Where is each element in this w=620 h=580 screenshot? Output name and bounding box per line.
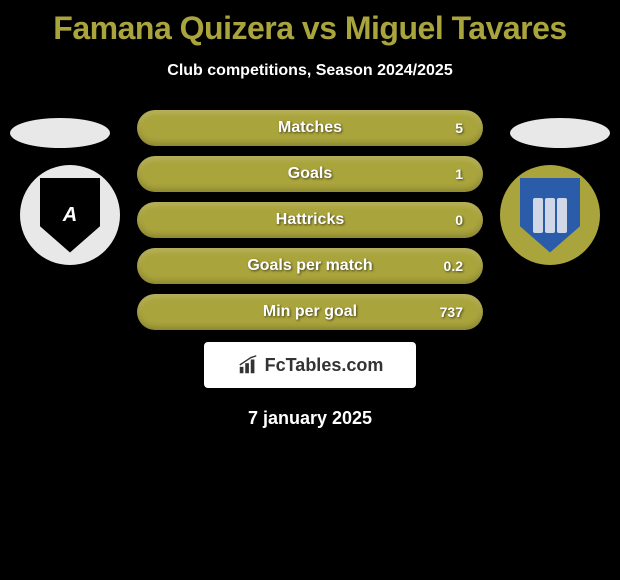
stat-label: Hattricks — [276, 211, 344, 229]
stat-value-right: 0.2 — [444, 258, 483, 274]
club-initials-left: A — [63, 204, 77, 227]
stats-container: Matches 5 Goals 1 Hattricks 0 Goals per … — [137, 110, 483, 330]
club-logo-left: A — [20, 165, 120, 265]
stat-value-right: 5 — [455, 120, 483, 136]
stat-label: Min per goal — [263, 303, 357, 321]
stat-value-right: 737 — [440, 304, 483, 320]
content-area: A Matches 5 Goals 1 Hattricks 0 — [0, 110, 620, 429]
stat-row-min-per-goal: Min per goal 737 — [137, 294, 483, 330]
shield-icon: A — [40, 178, 100, 253]
column-icon — [533, 198, 543, 233]
shield-icon — [520, 178, 580, 253]
stat-value-right: 1 — [455, 166, 483, 182]
column-icon — [557, 198, 567, 233]
column-icon — [545, 198, 555, 233]
chart-icon — [237, 354, 259, 376]
date-label: 7 january 2025 — [0, 408, 620, 429]
stat-row-goals-per-match: Goals per match 0.2 — [137, 248, 483, 284]
site-logo-text: FcTables.com — [265, 355, 384, 376]
stat-value-right: 0 — [455, 212, 483, 228]
stat-row-matches: Matches 5 — [137, 110, 483, 146]
stat-label: Goals — [288, 165, 332, 183]
stat-label: Goals per match — [247, 257, 372, 275]
site-logo: FcTables.com — [204, 342, 416, 388]
stat-row-hattricks: Hattricks 0 — [137, 202, 483, 238]
stat-label: Matches — [278, 119, 342, 137]
club-logo-right — [500, 165, 600, 265]
stat-row-goals: Goals 1 — [137, 156, 483, 192]
subtitle: Club competitions, Season 2024/2025 — [0, 62, 620, 80]
player-placeholder-left — [10, 118, 110, 148]
page-title: Famana Quizera vs Miguel Tavares — [0, 0, 620, 47]
player-placeholder-right — [510, 118, 610, 148]
